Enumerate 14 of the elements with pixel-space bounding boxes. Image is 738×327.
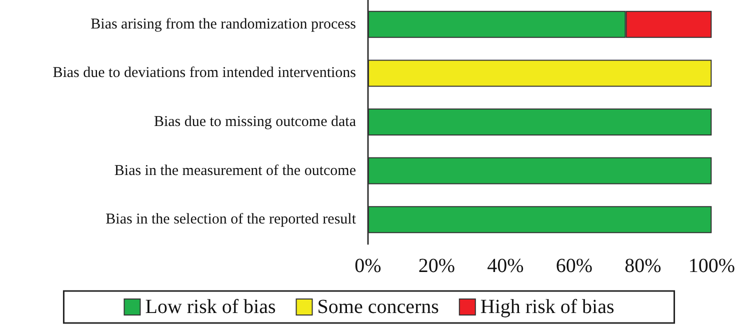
y-tick-label: Bias in the measurement of the outcome — [114, 162, 356, 179]
x-tick-label: 0% — [354, 255, 382, 277]
x-tick-label: 20% — [418, 255, 456, 277]
y-tick-label: Bias due to deviations from intended interventions — [52, 65, 356, 82]
y-tick-label: Bias arising from the randomization process — [90, 16, 356, 32]
legend-label: Low risk of bias — [145, 296, 276, 318]
x-tick-label: 80% — [624, 255, 662, 277]
y-tick-label: Bias in the selection of the reported result — [106, 212, 357, 228]
legend-label: Some concerns — [317, 296, 440, 318]
x-tick-label: 40% — [487, 255, 524, 277]
x-tick-label: 60% — [556, 255, 593, 277]
legend-label: High risk of bias — [480, 296, 614, 318]
x-tick-label: 100% — [688, 255, 736, 277]
y-tick-label: Bias due to missing outcome data — [154, 114, 356, 130]
